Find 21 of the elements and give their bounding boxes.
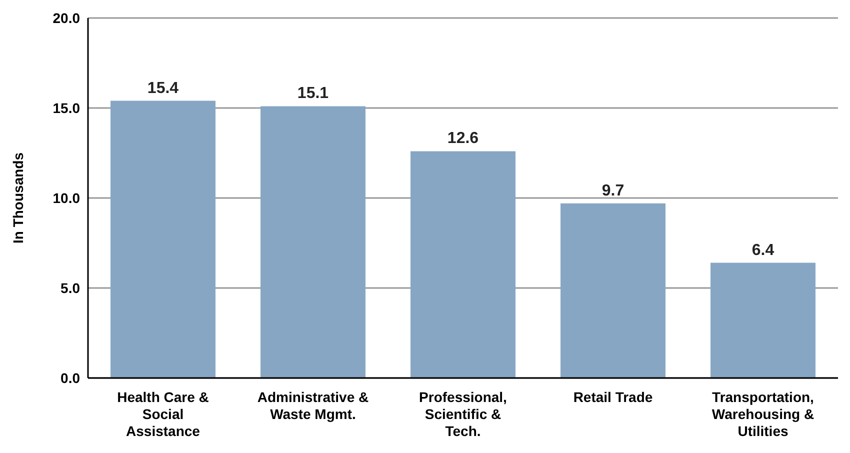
x-tick-label: Health Care & Social Assistance [117,389,209,439]
y-tick-label: 0.0 [60,370,80,386]
bar [560,203,666,378]
y-tick-label: 10.0 [52,190,80,206]
x-tick-label: Retail Trade [573,389,653,405]
bar [410,151,516,378]
y-axis-title: In Thousands [10,152,26,244]
data-label: 15.4 [147,80,179,97]
x-tick-label: Professional, Scientific & Tech. [419,389,507,439]
x-tick-label: Transportation, Warehousing & Utilities [712,389,814,439]
data-label: 12.6 [447,130,479,148]
y-tick-label: 15.0 [52,100,80,116]
data-label: 6.4 [752,242,774,259]
bar [710,262,816,378]
data-label: 9.7 [602,182,624,200]
data-label: 15.1 [297,85,329,102]
x-tick-label: Administrative & Waste Mgmt. [257,389,369,422]
y-tick-label: 5.0 [60,280,80,296]
bar [260,106,366,378]
y-tick-label: 20.0 [52,10,80,26]
bar [110,100,216,378]
